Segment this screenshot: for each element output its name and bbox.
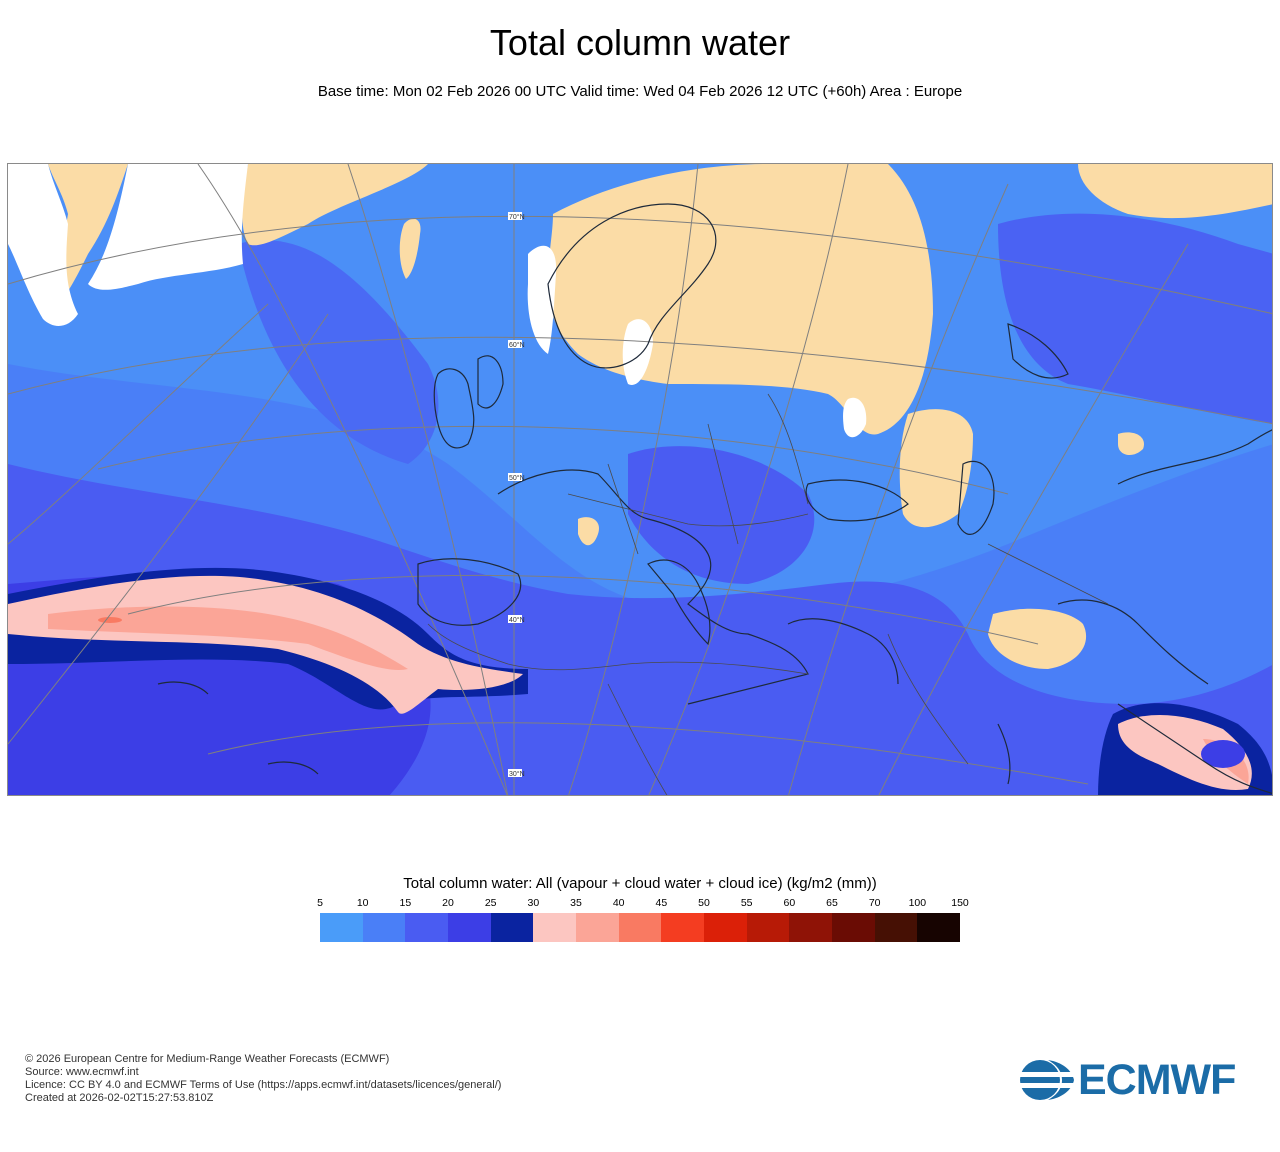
field-15-20-balkans [628,446,815,584]
field-10-15-atlantic [238,240,439,464]
legend-tick-label: 100 [908,897,927,909]
legend-tick-label: 5 [317,897,323,909]
field-35-40 [48,606,408,670]
legend-swatch [746,913,790,942]
legend-tick-label: 20 [442,897,454,909]
legend-tick-label: 150 [951,897,969,909]
lat-label-70: 70°N [509,213,525,221]
legend-tick-label: 45 [655,897,668,909]
legend-tick-label: 15 [399,897,412,909]
map-canvas: 70°N 60°N 50°N 40°N 30°N [8,164,1272,795]
legend-tick-label: 65 [826,897,838,909]
ecmwf-logo-text: ECMWF [1078,1056,1236,1104]
legend-swatch [917,913,961,942]
legend-tick-label: 60 [783,897,796,909]
legend-swatch [490,913,534,942]
white-arctic-west [8,164,78,326]
legend-tick-label: 30 [527,897,540,909]
footer-created: Created at 2026-02-02T15:27:53.810Z [25,1092,214,1104]
dry-greenland-east [242,164,428,246]
lat-label-50: 50°N [509,474,525,482]
legend-tick-label: 50 [698,897,710,909]
legend-tick-label: 40 [612,897,625,909]
legend-title: Total column water: All (vapour + cloud … [403,875,877,892]
ecmwf-logo-icon [1018,1060,1076,1100]
footer-credits: © 2026 European Centre for Medium-Range … [25,1053,501,1105]
dry-iran [988,608,1087,669]
white-baltic [622,319,653,385]
legend-swatch [704,913,747,942]
lat-label-30: 30°N [509,770,525,778]
dry-central-asia [1118,432,1144,456]
legend-tick-label: 10 [356,897,369,909]
field-20-25-se [1201,740,1245,768]
legend-swatch [362,913,406,942]
legend-tick-label: 25 [484,897,497,909]
dry-greenland-west [48,164,128,304]
legend-tick-label: 35 [570,897,582,909]
legend-swatch [789,913,833,942]
graticule-labels: 70°N 60°N 50°N 40°N 30°N [508,212,525,778]
chart-title: Total column water [489,22,791,63]
country-borders [427,393,1109,795]
white-caspian-north [843,397,867,438]
map-panel[interactable]: 70°N 60°N 50°N 40°N 30°N [7,163,1273,796]
lat-label-40: 40°N [509,616,525,624]
dry-caspian [899,409,973,528]
dry-alps [578,517,599,546]
ecmwf-logo: ECMWF [1018,1056,1258,1104]
white-greenland-sea [88,164,248,290]
legend-color-bar [320,913,961,942]
color-legend: 5 10 15 20 25 30 35 40 45 50 55 60 65 70 100 150 [317,897,969,943]
legend-swatch [533,913,577,942]
footer-copyright: © 2026 European Centre for Medium-Range … [25,1053,390,1065]
legend-swatch [661,913,705,942]
dry-svalbard [399,218,421,279]
white-norway-coast [527,245,557,354]
legend-swatch [874,913,918,942]
field-40-45 [98,617,122,623]
dry-arctic-asia [1078,164,1272,219]
legend-swatch [576,913,619,942]
lat-label-60: 60°N [509,341,525,349]
legend-swatch [832,913,875,942]
footer-source: Source: www.ecmwf.int [25,1066,139,1078]
legend-tick-labels: 5 10 15 20 25 30 35 40 45 50 55 60 65 70 100 150 [317,897,969,911]
legend-swatch [618,913,662,942]
legend-swatch [320,913,363,942]
chart-subtitle: Base time: Mon 02 Feb 2026 00 UTC Valid … [317,83,963,100]
legend-swatch [405,913,449,942]
legend-tick-label: 55 [740,897,753,909]
legend-swatch [448,913,491,942]
footer-licence: Licence: CC BY 4.0 and ECMWF Terms of Us… [25,1079,502,1091]
legend-tick-label: 70 [868,897,881,909]
